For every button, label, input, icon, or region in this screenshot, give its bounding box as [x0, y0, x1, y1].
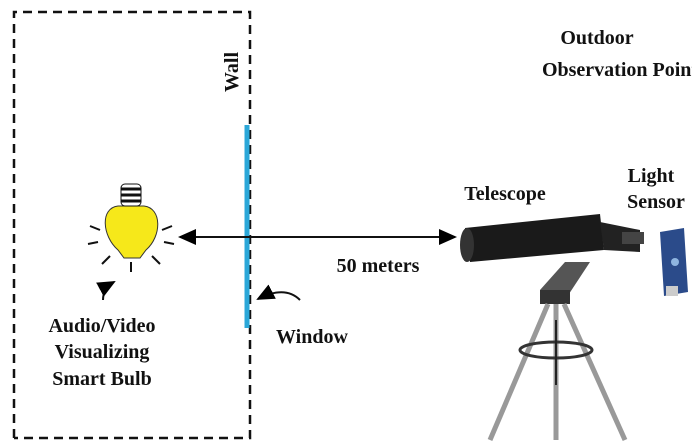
- bulb-label: Audio/Video: [48, 315, 155, 337]
- telescope: [460, 214, 644, 440]
- sensor-label: Sensor: [627, 191, 685, 213]
- bulb-pointer: [103, 282, 114, 300]
- diagram: Wall Audio/Video Visualizing Smart Bulb …: [0, 0, 692, 442]
- window-label: Window: [276, 326, 348, 348]
- wall-label: Wall: [221, 52, 243, 92]
- smart-bulb: [88, 184, 174, 272]
- sensor-label: Light: [628, 165, 675, 187]
- telescope-label: Telescope: [464, 183, 546, 205]
- light-sensor: [660, 228, 688, 296]
- observation-label: Observation Point: [542, 59, 692, 81]
- window-pointer: [258, 292, 300, 300]
- distance-label: 50 meters: [337, 255, 420, 277]
- bulb-label: Visualizing: [55, 341, 150, 363]
- bulb-label: Smart Bulb: [52, 368, 151, 390]
- observation-label: Outdoor: [560, 27, 633, 49]
